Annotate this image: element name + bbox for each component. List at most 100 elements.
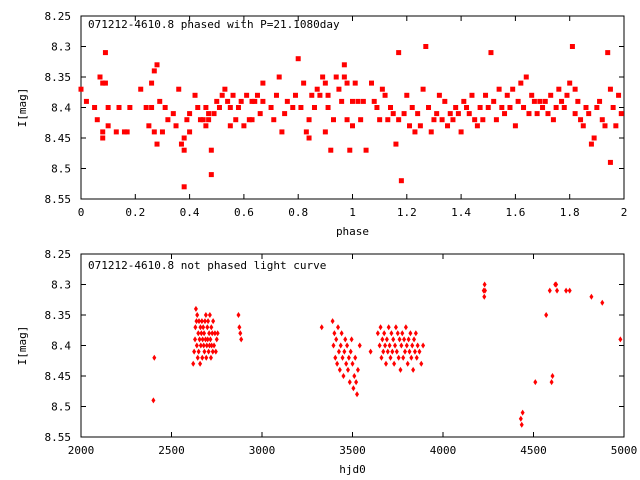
data-point <box>303 129 309 135</box>
x-tick-label: 0.4 <box>180 206 200 219</box>
data-point <box>515 98 521 104</box>
data-point <box>198 342 203 349</box>
data-point <box>331 342 336 349</box>
x-tick-labels: 0 0.2 0.4 0.6 0.8 1 1.2 1.4 1.6 1.8 2 <box>78 206 628 219</box>
data-point <box>279 129 285 135</box>
data-point <box>213 348 218 355</box>
data-point <box>212 330 217 337</box>
data-point <box>207 330 212 337</box>
data-point <box>127 105 133 110</box>
data-point <box>388 105 394 110</box>
data-point <box>409 105 415 110</box>
data-point <box>550 117 556 123</box>
data-point <box>92 105 98 110</box>
data-point <box>442 98 448 104</box>
data-point <box>395 330 400 337</box>
x-tick-label: 3500 <box>339 444 366 457</box>
data-point <box>352 80 358 86</box>
data-point <box>197 336 202 343</box>
data-point <box>215 330 220 337</box>
data-point <box>417 348 422 355</box>
data-point <box>206 348 211 355</box>
data-point <box>412 129 418 135</box>
data-point <box>268 105 274 110</box>
data-point <box>564 92 570 98</box>
data-point <box>246 117 252 123</box>
data-point <box>178 141 184 147</box>
data-point <box>371 98 377 104</box>
data-point <box>534 111 540 117</box>
data-point <box>206 318 211 325</box>
data-point <box>458 129 464 135</box>
data-point <box>325 92 331 98</box>
data-point <box>602 123 608 129</box>
data-point <box>379 86 385 92</box>
data-point <box>453 105 459 110</box>
data-point <box>616 92 622 98</box>
data-point <box>319 324 324 331</box>
data-point <box>518 80 524 86</box>
data-point <box>151 68 157 74</box>
data-point <box>201 324 206 331</box>
data-point <box>162 105 168 110</box>
data-point <box>105 123 111 129</box>
data-point <box>392 360 397 367</box>
data-point <box>143 105 149 110</box>
data-point <box>195 105 201 110</box>
data-point <box>151 129 157 135</box>
data-point <box>197 318 202 325</box>
x-tick-label: 1 <box>349 206 356 219</box>
data-point <box>554 281 559 288</box>
data-point <box>575 98 581 104</box>
data-point <box>170 111 176 117</box>
data-point <box>352 373 357 379</box>
data-point <box>159 129 165 135</box>
data-point <box>249 98 255 104</box>
data-point <box>455 111 461 117</box>
data-point <box>412 348 417 355</box>
data-point <box>173 123 179 129</box>
data-point <box>607 86 613 92</box>
data-point <box>298 105 304 110</box>
data-point <box>203 123 209 129</box>
data-point <box>383 342 388 349</box>
data-point <box>211 318 216 325</box>
data-point <box>322 129 328 135</box>
data-point <box>252 98 258 104</box>
data-point <box>523 74 529 80</box>
y-tick-label: 8.25 <box>45 248 72 261</box>
data-point <box>222 86 228 92</box>
data-point <box>518 415 523 422</box>
data-point <box>469 92 475 98</box>
data-point <box>105 105 111 110</box>
data-point <box>102 80 108 86</box>
data-point <box>380 336 385 343</box>
data-point <box>480 117 486 123</box>
data-point <box>398 178 404 184</box>
data-point <box>203 105 209 110</box>
phased-light-curve-panel: 0 0.2 0.4 0.6 0.8 1 1.2 1.4 1.6 1.8 2 8.258.38.358… <box>16 10 627 238</box>
data-point <box>345 342 350 349</box>
data-point <box>320 74 326 80</box>
data-point <box>208 354 213 361</box>
data-point <box>328 147 334 153</box>
data-point <box>205 324 210 331</box>
data-point <box>344 80 350 86</box>
y-tick-label: 8.5 <box>51 163 71 176</box>
data-point <box>401 354 406 361</box>
data-point <box>420 86 426 92</box>
data-point <box>344 360 349 367</box>
data-point <box>415 342 420 349</box>
data-point <box>149 80 155 86</box>
y-tick-label: 8.3 <box>51 41 71 54</box>
x-tick-label: 5000 <box>611 444 638 457</box>
data-point <box>102 50 108 56</box>
data-point <box>204 342 209 349</box>
data-point <box>237 324 242 331</box>
axis-ticks <box>80 15 625 200</box>
data-point <box>83 98 89 104</box>
data-point <box>496 86 502 92</box>
data-point <box>405 360 410 367</box>
data-point <box>244 92 250 98</box>
